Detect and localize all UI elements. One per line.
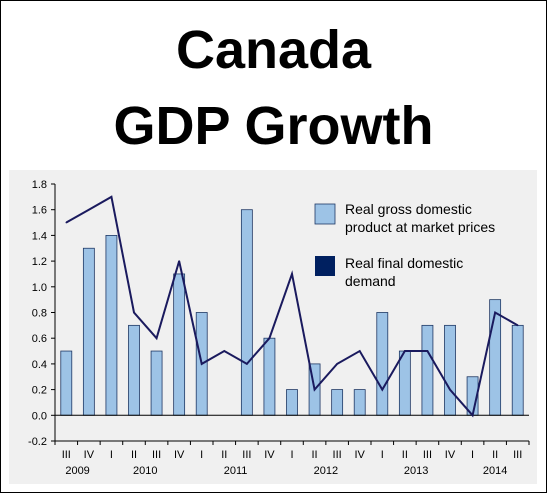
quarter-label: II	[312, 449, 318, 461]
y-tick-label: 0.6	[32, 333, 47, 345]
quarter-label: I	[381, 449, 384, 461]
gdp-bars	[55, 209, 529, 416]
demand-point	[381, 388, 384, 391]
quarter-label: I	[290, 449, 293, 461]
demand-point	[88, 208, 90, 211]
gdp-bar	[331, 389, 344, 416]
demand-point	[291, 273, 293, 275]
year-label: 2010	[133, 465, 157, 477]
demand-point	[471, 414, 474, 417]
y-tick-label: 1.2	[32, 256, 47, 268]
year-label: 2013	[404, 465, 428, 477]
demand-line	[65, 195, 519, 418]
gdp-bar	[60, 350, 73, 416]
legend-bar-label: product at market prices	[345, 219, 495, 235]
quarter-label: II	[492, 449, 498, 461]
quarter-label: II	[402, 449, 408, 461]
headline-line-2: GDP Growth	[113, 96, 434, 156]
demand-point	[449, 388, 451, 391]
gdp-bar	[240, 209, 253, 416]
legend: Real gross domestic product at market pri…	[314, 201, 495, 289]
quarter-label: II	[131, 449, 137, 461]
gdp-bar	[105, 235, 118, 416]
y-tick-label: -0.2	[28, 436, 47, 448]
quarter-label: I	[200, 449, 203, 461]
x-axis: III IV I II III IV I II III IV I II III IV I II III IV I II…	[54, 440, 530, 477]
demand-point	[155, 337, 158, 339]
demand-point	[110, 196, 113, 198]
year-label: 2011	[224, 465, 248, 477]
year-label: 2009	[65, 465, 89, 477]
demand-point	[223, 350, 226, 352]
gdp-bar	[263, 337, 276, 416]
y-tick-label: 0.4	[32, 359, 47, 371]
gdp-bar	[376, 312, 389, 416]
quarter-label: I	[110, 449, 113, 461]
demand-point	[268, 337, 271, 339]
gdp-bar	[353, 389, 366, 416]
quarter-label: III	[333, 449, 342, 461]
gdp-bar	[511, 324, 524, 416]
year-label: 2012	[314, 465, 338, 477]
legend-bar-label: Real gross domestic	[345, 201, 472, 217]
demand-point	[65, 221, 68, 224]
demand-point	[494, 311, 496, 314]
quarter-label: III	[152, 449, 161, 461]
demand-point	[426, 350, 429, 352]
year-label: 2014	[483, 465, 507, 477]
quarter-label: IV	[264, 449, 275, 461]
quarter-label: III	[242, 449, 251, 461]
gdp-bar	[398, 350, 411, 416]
gdp-bar	[286, 389, 298, 416]
gdp-bar	[150, 350, 163, 416]
gdp-bar	[421, 324, 434, 416]
legend-line-swatch	[315, 256, 335, 276]
quarter-label: II	[221, 449, 227, 461]
quarter-label: I	[471, 449, 474, 461]
legend-line-label: demand	[345, 273, 396, 289]
quarter-label: IV	[174, 449, 185, 461]
y-tick-label: 0.2	[32, 385, 47, 397]
demand-point	[516, 324, 519, 327]
demand-point	[336, 363, 338, 365]
quarter-label: IV	[84, 449, 95, 461]
demand-point	[133, 311, 135, 314]
legend-line-label: Real final domestic	[345, 255, 463, 271]
headline-line-1: Canada	[175, 20, 372, 80]
y-tick-label: 1.4	[32, 230, 47, 242]
demand-point	[178, 260, 180, 262]
gdp-bar	[128, 324, 140, 416]
quarter-label: IV	[355, 449, 366, 461]
demand-point	[358, 350, 361, 352]
demand-point	[246, 363, 248, 365]
y-tick-label: 0.8	[32, 308, 47, 320]
demand-point	[200, 363, 203, 365]
legend-bar-swatch	[314, 203, 336, 225]
gdp-chart: -0.20.00.20.40.60.81.01.21.41.61.8 III IV…	[28, 179, 530, 477]
quarter-label: III	[513, 449, 522, 461]
y-tick-label: 1.8	[32, 179, 47, 191]
demand-point	[404, 350, 406, 352]
y-tick-label: 1.6	[32, 205, 47, 217]
quarter-label: IV	[445, 449, 456, 461]
chart-panel: -0.2 0.0 0.2 0.4 0.6 0.8 1.0 1.2 1.4 1.6 1.8 III IV…	[9, 170, 537, 484]
quarter-label: III	[423, 449, 432, 461]
gdp-bar	[173, 273, 186, 416]
gdp-bar	[444, 324, 456, 416]
y-tick-label: 0.0	[32, 410, 47, 422]
demand-point	[313, 388, 316, 391]
gdp-bar	[82, 247, 95, 416]
y-tick-label: 1.0	[32, 282, 47, 294]
quarter-label: III	[62, 449, 71, 461]
y-axis: -0.2 0.0 0.2 0.4 0.6 0.8 1.0 1.2 1.4 1.6 1.8	[28, 179, 56, 448]
